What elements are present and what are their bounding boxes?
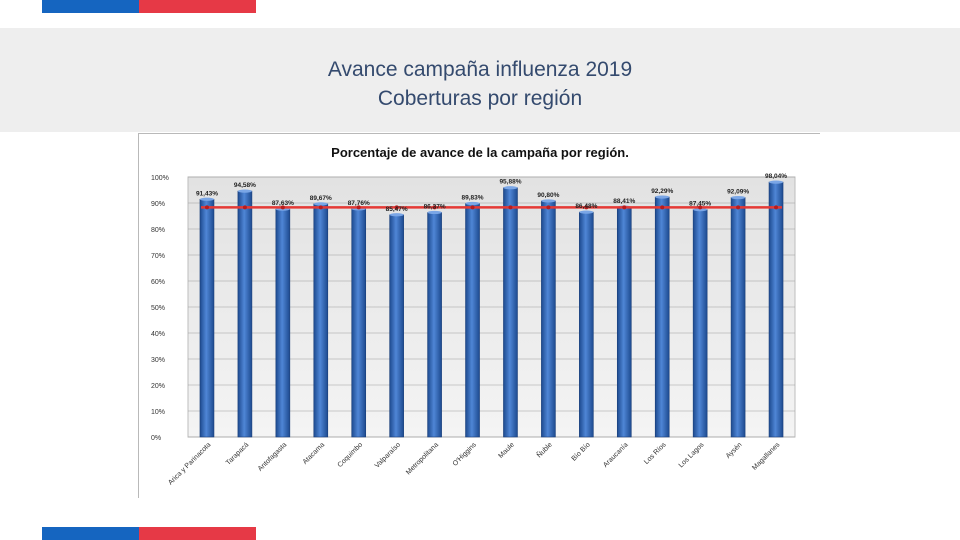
average-marker bbox=[774, 205, 779, 210]
y-tick-label: 30% bbox=[151, 357, 165, 364]
bar bbox=[692, 209, 708, 438]
bar-cap bbox=[313, 202, 328, 206]
bar bbox=[199, 198, 215, 438]
bar-cap bbox=[655, 195, 670, 199]
value-label: 85,47% bbox=[386, 206, 408, 213]
average-marker bbox=[736, 205, 741, 210]
slide-title-line1: Avance campaña influenza 2019 bbox=[327, 58, 633, 81]
average-marker bbox=[318, 205, 323, 210]
average-marker bbox=[622, 205, 627, 210]
top-accent-red bbox=[139, 0, 256, 13]
y-tick-label: 40% bbox=[151, 331, 165, 338]
bar bbox=[730, 197, 746, 438]
average-marker bbox=[698, 205, 703, 210]
bar bbox=[275, 208, 291, 438]
value-label: 87,63% bbox=[272, 200, 294, 207]
bar bbox=[503, 187, 518, 438]
average-marker bbox=[242, 205, 247, 210]
bar bbox=[579, 211, 594, 438]
bar bbox=[313, 203, 329, 438]
value-label: 90,80% bbox=[537, 192, 559, 199]
value-label: 91,43% bbox=[196, 190, 218, 197]
bar bbox=[427, 212, 442, 438]
value-label: 86,48% bbox=[575, 203, 597, 210]
bar-cap bbox=[731, 195, 746, 200]
bar-cap bbox=[237, 189, 252, 193]
value-label: 87,76% bbox=[348, 200, 370, 207]
bar bbox=[541, 200, 556, 438]
bar bbox=[465, 203, 480, 438]
y-tick-label: 60% bbox=[151, 279, 165, 286]
bar bbox=[237, 190, 253, 438]
average-marker bbox=[508, 205, 513, 210]
y-tick-label: 100% bbox=[151, 175, 169, 182]
bar-cap bbox=[769, 180, 784, 184]
bar-cap bbox=[541, 199, 556, 203]
average-marker bbox=[356, 205, 361, 210]
value-label: 94,58% bbox=[234, 182, 256, 189]
y-tick-label: 20% bbox=[151, 383, 165, 390]
y-tick-label: 50% bbox=[151, 305, 165, 312]
y-tick-label: 80% bbox=[151, 227, 165, 234]
average-marker bbox=[394, 205, 399, 210]
bar-cap bbox=[465, 201, 480, 206]
bar-cap bbox=[693, 208, 708, 212]
value-label: 86,37% bbox=[424, 203, 446, 210]
bar bbox=[351, 208, 367, 438]
average-line-group bbox=[200, 205, 783, 210]
bar bbox=[654, 196, 670, 438]
top-accent-blue bbox=[42, 0, 139, 13]
average-marker bbox=[204, 205, 209, 210]
y-tick-label: 10% bbox=[151, 409, 165, 416]
average-marker bbox=[470, 205, 475, 210]
bar-cap bbox=[389, 213, 404, 217]
value-label: 95,88% bbox=[499, 179, 521, 186]
title-band bbox=[0, 28, 960, 132]
bar-cap bbox=[427, 210, 442, 215]
value-label: 92,09% bbox=[727, 189, 749, 196]
bar-cap bbox=[503, 186, 518, 190]
value-label: 89,83% bbox=[462, 194, 484, 201]
value-label: 92,29% bbox=[651, 188, 673, 195]
bottom-accent-blue bbox=[42, 527, 139, 540]
bar-chart: Porcentaje de avance de la campaña por r… bbox=[139, 134, 821, 499]
bars bbox=[199, 180, 784, 438]
bar-cap bbox=[199, 197, 214, 201]
y-tick-label: 90% bbox=[151, 201, 165, 208]
average-marker bbox=[660, 205, 665, 210]
bar bbox=[616, 206, 632, 438]
y-axis-tick-labels: 0% 10% 20% 30% 40% 50% 60% 70% 80% 90% 100% bbox=[151, 175, 169, 442]
bar bbox=[768, 181, 784, 438]
y-tick-label: 0% bbox=[151, 435, 161, 442]
chart-title: Porcentaje de avance de la campaña por r… bbox=[331, 145, 629, 160]
average-marker bbox=[584, 205, 589, 210]
bar-cap bbox=[579, 210, 594, 214]
value-labels: 91,43% 94,58% 87,63% 89,67% 87,76% 85,47% 86,3… bbox=[196, 173, 787, 213]
slide-title: Avance campaña influenza 2019 Coberturas… bbox=[0, 55, 960, 113]
bottom-accent-red bbox=[139, 527, 256, 540]
value-label: 88,41% bbox=[613, 198, 635, 205]
average-marker bbox=[280, 205, 285, 210]
value-label: 87,45% bbox=[689, 201, 711, 208]
slide-title-line2: Coberturas por región bbox=[377, 87, 583, 110]
value-label: 89,67% bbox=[310, 195, 332, 202]
value-label: 98,04% bbox=[765, 173, 787, 180]
chart-frame: Porcentaje de avance de la campaña por r… bbox=[138, 133, 821, 499]
average-marker bbox=[546, 205, 551, 210]
y-tick-label: 70% bbox=[151, 253, 165, 260]
bar bbox=[389, 214, 404, 438]
average-marker bbox=[432, 205, 437, 210]
